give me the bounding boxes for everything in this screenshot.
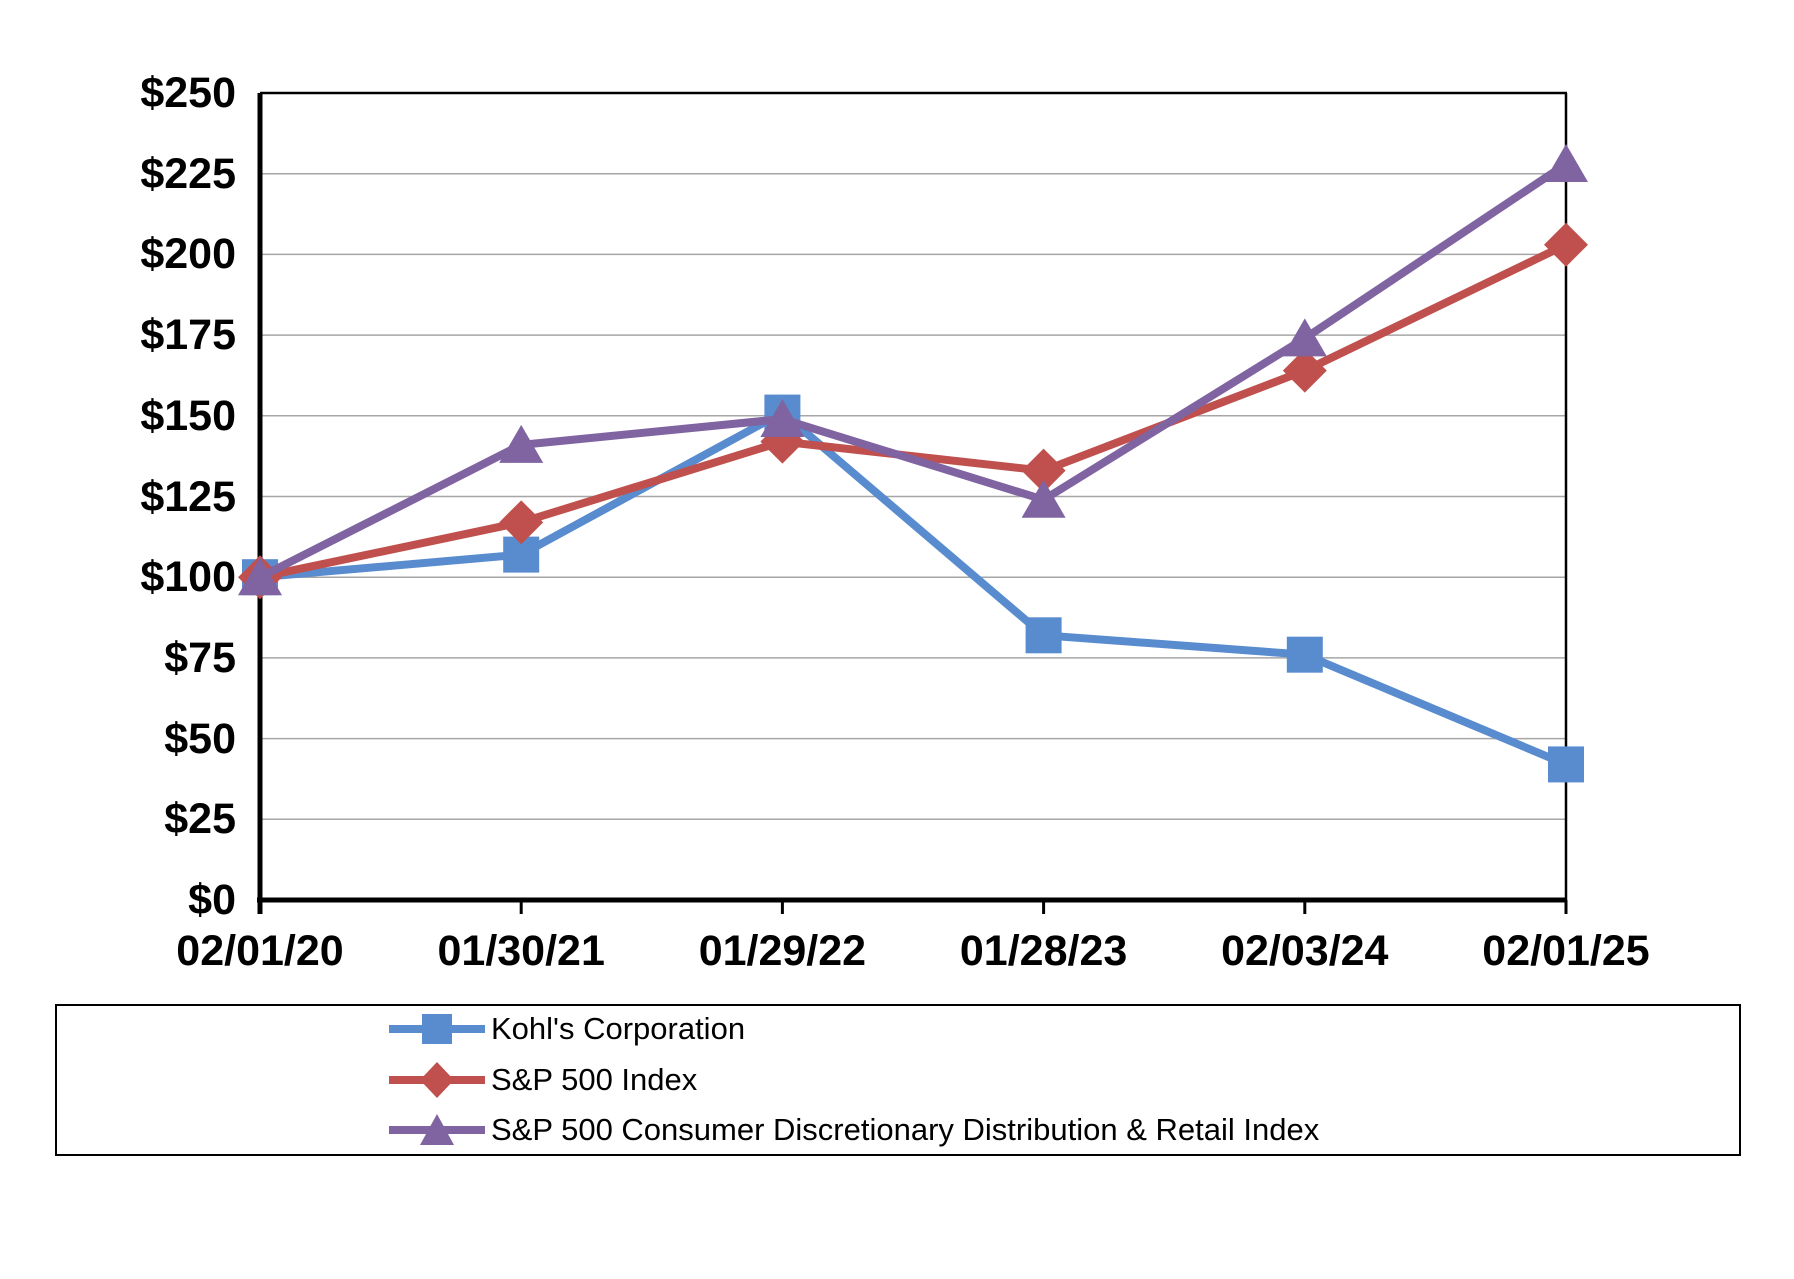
legend-item-label: Kohl's Corporation [491, 1011, 746, 1046]
series-point-s-p-500-consumer-discretionary-distribut [499, 424, 544, 463]
x-axis-tick-label: 02/01/25 [1482, 927, 1650, 975]
square-marker-icon [389, 1014, 485, 1044]
legend-item-s-p-500-index: S&P 500 Index [387, 1058, 697, 1102]
series-line-s-p-500-consumer-discretionary-distribut [258, 160, 1569, 581]
series-point-kohl-s-corporation [1025, 617, 1062, 654]
series-point-s-p-500-consumer-discretionary-distribut [1282, 318, 1327, 357]
series-line-kohl-s-corporation [259, 408, 1568, 769]
series-point-s-p-500-index [1282, 348, 1327, 393]
y-axis-tick-label: $100 [140, 553, 236, 602]
legend: Kohl's Corporation S&P 500 Index S&P 500 C… [55, 1004, 1741, 1156]
y-axis-tick-label: $200 [140, 230, 236, 279]
plot-area [238, 91, 1588, 914]
series-point-s-p-500-consumer-discretionary-distribut [1544, 144, 1588, 183]
y-axis-tick-label: $175 [140, 311, 236, 360]
series-point-s-p-500-consumer-discretionary-distribut [1021, 479, 1066, 518]
x-axis-tick-label: 01/30/21 [437, 927, 605, 975]
series-point-s-p-500-consumer-discretionary-distribut [760, 399, 805, 438]
diamond-marker-icon [389, 1062, 485, 1098]
legend-item-kohl-s-corporation: Kohl's Corporation [387, 1007, 745, 1051]
y-axis-tick-label: $250 [140, 69, 236, 117]
y-axis-tick-label: $0 [188, 876, 236, 924]
y-axis-tick-label: $50 [164, 714, 236, 763]
series-point-s-p-500-index [499, 500, 544, 545]
x-axis-tick-label: 01/28/23 [959, 927, 1128, 975]
series-point-s-p-500-consumer-discretionary-distribut [238, 557, 282, 596]
series-point-s-p-500-index [1544, 222, 1588, 267]
x-axis-tick-label: 01/29/22 [698, 927, 867, 975]
triangle-marker-icon [389, 1114, 485, 1145]
x-axis-tick-label: 02/01/20 [176, 927, 344, 975]
y-axis-tick-label: $150 [140, 391, 236, 440]
legend-item-label: S&P 500 Index [491, 1062, 698, 1097]
series-point-kohl-s-corporation [1548, 746, 1584, 783]
y-axis-tick-label: $25 [164, 795, 236, 844]
legend-item-label: S&P 500 Consumer Discretionary Distribut… [491, 1112, 1320, 1147]
y-axis-tick-label: $75 [164, 633, 236, 682]
legend-item-s-p-500-consumer-discretionary-distribut: S&P 500 Consumer Discretionary Distribut… [387, 1108, 1319, 1152]
y-axis-tick-label: $225 [140, 149, 236, 198]
series-point-kohl-s-corporation [1286, 636, 1323, 673]
series-point-s-p-500-index [1021, 448, 1066, 493]
y-axis-tick-label: $125 [140, 472, 236, 521]
x-axis-tick-label: 02/03/24 [1221, 927, 1389, 975]
